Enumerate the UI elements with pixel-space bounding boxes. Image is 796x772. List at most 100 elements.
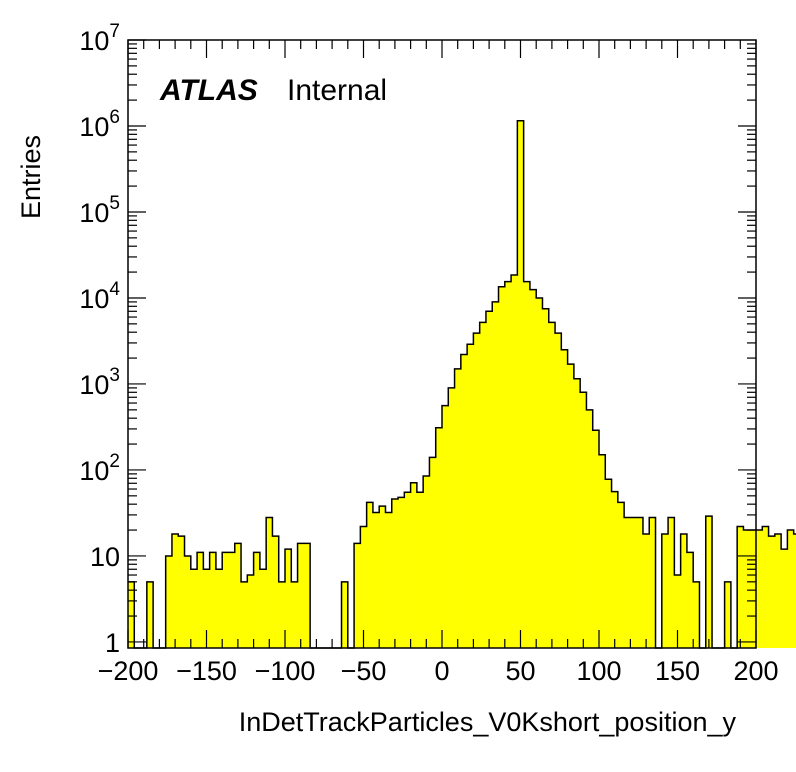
histogram-bar [272,536,280,648]
x-tick-label: 50 [505,656,535,686]
histogram-bar [215,569,223,648]
x-tick-label: −150 [176,656,237,686]
histogram-bar [787,530,794,648]
histogram-bar [253,552,261,648]
histogram-bar [693,581,700,648]
histogram-bar [278,581,286,648]
histogram-bar [203,569,210,648]
x-tick-label: −200 [98,656,159,686]
histogram-bar [511,275,518,648]
y-tick-label: 103 [79,365,120,400]
histogram-bar [781,549,788,648]
histogram-bar [404,492,411,648]
histogram-bar [642,533,650,648]
histogram-bar [460,354,468,648]
histogram-bar [385,512,393,648]
histogram-bar [228,552,236,648]
histogram-bar [266,517,273,648]
histogram-bar [241,581,248,648]
histogram-bar [661,533,669,648]
histogram-bar [379,506,386,648]
histogram-bar [624,517,631,648]
histogram-bar [536,297,543,648]
histogram-bar [498,286,506,648]
histogram-bar [354,543,361,648]
x-tick-label: 100 [576,656,621,686]
histogram-bar [423,476,430,648]
histogram-bar [454,368,462,648]
y-tick-label: 106 [79,107,120,142]
y-tick-labels: 1 10 102 103 104 105 106 107 [79,21,120,658]
histogram-bar [259,569,267,648]
y-tick-label: 104 [79,279,120,314]
histogram-bar [360,526,367,648]
y-axis-title: Entries [16,135,46,219]
histogram-bar [762,526,769,648]
histogram-bar [171,533,179,648]
histogram-bar [416,492,424,648]
histogram-bar [429,457,437,648]
histogram-bar [435,427,443,648]
histogram-bar [165,555,173,648]
axis-ticks [127,39,757,648]
histogram-bar [737,526,744,648]
x-tick-label: 150 [655,656,700,686]
histogram-bar [467,344,474,648]
histogram-bar [247,575,254,648]
x-tick-labels: −200 −150 −100 −50 0 50 100 150 200 [98,656,779,686]
x-axis-title: InDetTrackParticles_V0Kshort_position_y [239,707,737,737]
internal-label: Internal [287,74,387,107]
histogram-bar [705,516,713,648]
histogram-bar [774,533,782,648]
histogram-bar [668,517,675,648]
histogram-bar [680,533,688,648]
histogram-bar [674,575,681,648]
histogram-bar [184,555,192,648]
histogram-bar [442,405,449,648]
histogram-bar [197,552,204,648]
histogram-outline [128,120,796,649]
histogram-bar [599,454,606,648]
x-tick-label: −100 [255,656,316,686]
histogram-bar [146,581,154,648]
histogram-bar [630,517,637,648]
histogram-bar [586,409,594,648]
histogram-bar [793,533,796,648]
histogram-bar [448,387,455,648]
y-tick-label: 107 [79,21,120,56]
histogram-bar [649,517,656,648]
histogram-bar [749,530,757,648]
histogram-bar [479,322,487,648]
histogram-bar [504,281,512,648]
histogram-bar [548,322,556,648]
y-tick-label: 10 [90,542,120,572]
histogram-bar [492,301,499,648]
histogram-bar [391,498,399,648]
histogram-bar [473,333,480,648]
histogram-bar [222,552,229,648]
histogram-bar [567,364,575,648]
histogram-bar [398,497,405,648]
histogram-bar [366,502,374,648]
histogram-bar [285,549,292,648]
histogram-bar [529,289,537,648]
y-tick-label: 1 [105,628,120,658]
histogram-bar [580,392,587,648]
histogram-bar [372,512,380,648]
histogram-bars [128,120,796,648]
y-tick-label: 102 [79,451,120,486]
histogram-bar [291,581,298,648]
histogram-bar [523,281,531,648]
histogram-bar [410,482,418,648]
histogram-bar [561,349,568,648]
histogram-bar [592,430,600,648]
histogram-bar [190,569,198,648]
x-tick-label: −50 [341,656,387,686]
histogram-bar [743,530,751,648]
histogram-bar [756,530,763,648]
histogram-bar [341,581,349,648]
histogram-bar [605,479,612,648]
histogram-bar [686,552,694,648]
histogram-bar [485,311,493,648]
histogram-bar [128,581,135,648]
